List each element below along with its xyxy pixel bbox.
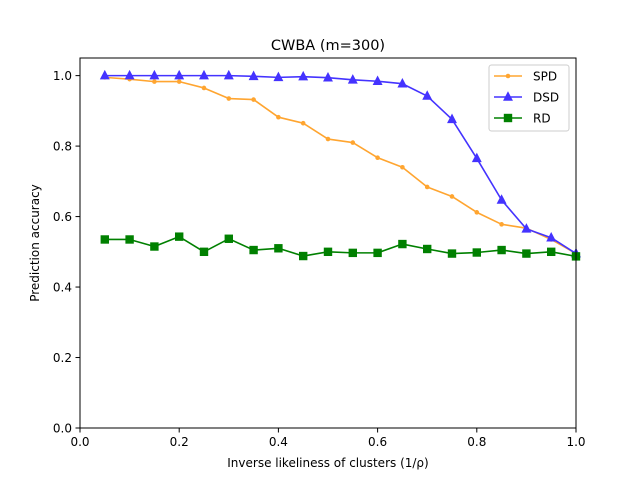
legend-label: RD [533,111,551,125]
y-tick-label: 0.0 [53,421,72,435]
data-point-rd [373,248,382,258]
data-point-dsd [124,69,135,80]
y-axis: 0.0 0.2 0.4 0.6 0.8 1.0 [53,69,80,435]
data-point-rd [174,232,184,241]
legend-item-dsd: DSD [494,90,559,104]
data-point-rd [100,235,109,244]
data-point-spd [325,136,331,142]
data-point-dsd [347,74,358,84]
data-point-spd [226,96,232,101]
data-point-dsd [546,231,557,242]
data-point-spd [424,184,430,190]
legend-marker [505,73,511,79]
data-point-rd [298,251,308,261]
data-point-rd [323,247,333,257]
data-point-spd [300,120,306,126]
data-point-dsd [273,71,284,82]
x-tick-label: 0.8 [467,435,486,449]
y-tick-label: 0.4 [53,280,72,294]
x-axis-label: Inverse likeliness of clusters (1/ρ) [227,456,428,470]
legend-marker [503,113,513,123]
x-tick-label: 0.2 [170,435,189,449]
data-point-rd [274,244,283,253]
data-point-dsd [248,70,259,81]
legend-item-spd: SPD [494,69,557,83]
series-line-dsd [104,74,577,255]
y-tick-label: 0.8 [53,139,72,153]
data-point-spd [350,140,356,145]
data-point-spd [375,155,380,161]
data-point-spd [152,79,157,84]
data-point-rd [199,247,209,257]
y-tick-label: 0.6 [53,210,72,224]
data-point-rd [150,242,159,251]
data-point-dsd [422,90,433,100]
data-point-dsd [199,69,209,80]
data-point-rd [522,249,531,258]
data-point-spd [474,210,480,215]
data-point-dsd [223,69,234,80]
series-dsd [99,69,581,258]
data-point-spd [400,164,405,170]
data-point-rd [497,245,506,255]
data-point-spd [499,222,504,227]
data-point-dsd [149,69,160,80]
series-line-spd [104,76,577,255]
data-point-rd [472,248,481,257]
x-tick-label: 0.0 [70,435,89,449]
data-point-rd [398,239,407,249]
data-point-dsd [521,223,532,233]
data-point-dsd [372,75,383,86]
data-point-dsd [447,113,457,124]
data-point-rd [447,249,457,258]
x-axis: 0.0 0.2 0.4 0.6 0.8 1.0 [70,428,586,449]
legend-marker [503,91,513,101]
legend: SPD DSD RD [488,64,570,132]
data-point-dsd [323,71,333,82]
data-point-rd [348,248,357,258]
axes-frame [79,57,577,429]
series-rd [100,232,581,261]
x-tick-label: 1.0 [566,435,585,449]
data-point-dsd [298,70,309,81]
data-point-spd [449,194,455,199]
x-tick-label: 0.4 [269,435,288,449]
plot-area [99,69,581,261]
data-point-dsd [397,77,408,88]
data-point-spd [176,79,182,84]
data-point-dsd [496,194,507,204]
legend-item-rd: RD [494,111,551,125]
data-point-dsd [174,69,185,80]
chart-title: CWBA (m=300) [271,38,385,54]
data-point-spd [276,114,281,120]
y-tick-label: 1.0 [53,69,72,83]
y-tick-label: 0.2 [53,351,72,365]
x-tick-label: 0.6 [368,435,387,449]
data-point-spd [251,97,256,102]
data-point-rd [224,234,233,243]
legend-label: SPD [533,69,557,83]
data-point-spd [201,85,207,91]
data-point-rd [125,235,134,244]
data-point-dsd [99,69,110,80]
y-axis-label: Prediction accuracy [28,184,42,302]
data-point-rd [249,245,258,255]
data-point-dsd [471,152,482,163]
data-point-rd [422,244,432,254]
data-point-rd [547,247,556,257]
legend-label: DSD [533,90,559,104]
